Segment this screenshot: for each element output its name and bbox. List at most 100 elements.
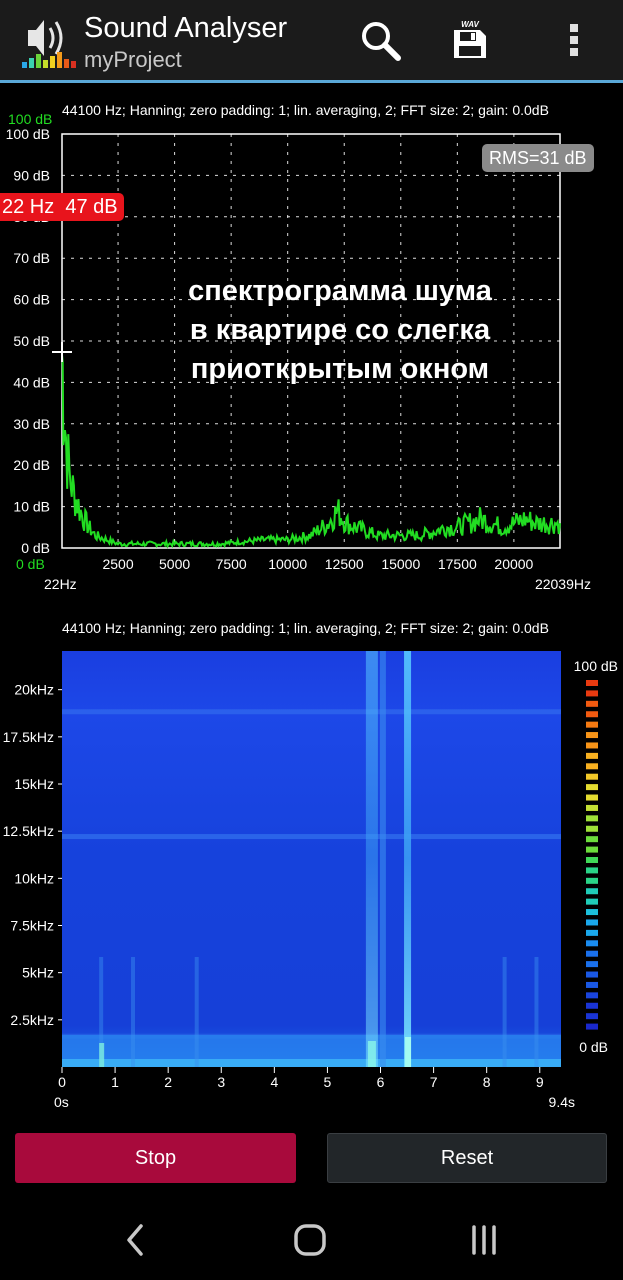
reset-button[interactable]: Reset [327,1133,607,1183]
event-column [502,957,507,1067]
colorbar-cell [586,763,598,770]
x-tick-label: 2 [164,1074,172,1090]
colorbar-cell [586,888,598,895]
search-icon [362,22,401,61]
recents-button[interactable] [454,1214,514,1266]
colorbar-cell [586,950,598,957]
frequency-band [62,834,561,840]
event-column [404,651,412,1067]
colorbar-cell [586,992,598,999]
spectrum-x-max-label: 22039Hz [535,576,591,592]
annotation-line: приоткрытым окном [190,353,490,385]
frequency-band [62,709,561,715]
colorbar-cell [586,825,598,832]
event-column [379,651,386,1067]
colorbar-max-label: 100 dB [574,658,618,674]
colorbar-cell [586,815,598,822]
overflow-menu-button[interactable] [550,16,598,64]
colorbar-cell [586,721,598,728]
y-tick-label: 50 dB [13,333,50,349]
colorbar-cell [586,929,598,936]
colorbar-cell [586,742,598,749]
x-tick-label: 5000 [159,556,190,572]
spectrum-max-db-label: 100 dB [8,111,52,127]
y-tick-label: 10kHz [14,870,54,886]
y-tick-label: 70 dB [13,250,50,266]
back-icon [127,1224,143,1256]
spectrum-min-db-label: 0 dB [16,556,45,572]
colorbar-cell [586,971,598,978]
x-tick-label: 15000 [381,556,420,572]
y-tick-label: 100 dB [6,126,50,142]
x-tick-label: 1 [111,1074,119,1090]
colorbar-cell [586,752,598,759]
colorbar-cell [586,700,598,707]
colorbar-cell [586,981,598,988]
spectrogram-chart[interactable]: 2.5kHz 5kHz 7.5kHz 10kHz 12.5kHz 15kHz 17.5kHz… [0,640,623,1120]
plot-frame [61,133,561,549]
colorbar-cell [586,784,598,791]
colorbar-cell [586,961,598,968]
colorbar-cell [586,711,598,718]
peak-cursor-icon [52,342,72,362]
x-tick-label: 4 [270,1074,278,1090]
colorbar-cell [586,794,598,801]
colorbar-min-label: 0 dB [579,1039,608,1055]
spectrum-settings-info: 44100 Hz; Hanning; zero padding: 1; lin.… [62,102,549,118]
spectrogram-background [62,651,561,1067]
recents-icon [472,1225,496,1255]
x-tick-label: 2500 [102,556,133,572]
x-tick-label: 7500 [216,556,247,572]
overflow-menu-icon [570,24,578,56]
x-tick-label: 10000 [268,556,307,572]
colorbar-cell [586,1002,598,1009]
colorbar-cell [586,680,598,686]
colorbar-cell [586,804,598,811]
spectrogram-settings-info: 44100 Hz; Hanning; zero padding: 1; lin.… [62,620,549,636]
colorbar-cell [586,867,598,874]
y-tick-label: 30 dB [13,416,50,432]
event-column [194,957,199,1067]
x-tick-label: 9 [536,1074,544,1090]
back-button[interactable] [106,1214,166,1266]
home-icon [294,1224,326,1256]
colorbar-cell [586,732,598,739]
y-tick-label: 12.5kHz [3,823,54,839]
y-tick-label: 0 dB [21,540,50,556]
speaker-equalizer-icon [20,14,76,70]
y-tick-label: 2.5kHz [10,1012,54,1028]
colorbar-cell [586,836,598,843]
project-name: myProject [84,47,182,72]
x-tick-label: 12500 [325,556,364,572]
event-column [365,651,378,1067]
x-tick-label: 0 [58,1074,66,1090]
x-tick-label: 17500 [438,556,477,572]
app-title: Sound Analyser [84,12,288,44]
x-tick-label: 5 [324,1074,332,1090]
event-column [99,1043,105,1067]
annotation-line: в квартире со слегка [189,314,491,346]
y-tick-label: 7.5kHz [10,918,54,934]
spectrum-annotation: спектрограмма шума в квартире со слегка … [120,272,560,389]
y-tick-label: 15kHz [14,776,54,792]
rms-badge: RMS=31 dB [482,144,594,172]
y-tick-label: 17.5kHz [3,729,54,745]
wav-label: WAV [461,20,479,29]
x-tick-label: 8 [483,1074,491,1090]
colorbar-cell [586,1023,598,1030]
colorbar-cell [586,857,598,863]
event-column [534,957,539,1067]
peak-readout-badge: 22 Hz 47 dB [0,193,124,221]
stop-button[interactable]: Stop [15,1133,296,1183]
spectrum-x-min-label: 22Hz [44,576,77,592]
search-button[interactable] [356,16,404,64]
y-tick-label: 90 dB [13,167,50,183]
save-wav-button[interactable]: WAV [446,16,494,64]
annotation-line: спектрограмма шума [188,275,492,307]
home-button[interactable] [280,1214,340,1266]
event-column [99,957,104,1067]
app-bar [0,0,623,80]
y-tick-label: 40 dB [13,374,50,390]
system-navigation-bar [0,1200,623,1280]
